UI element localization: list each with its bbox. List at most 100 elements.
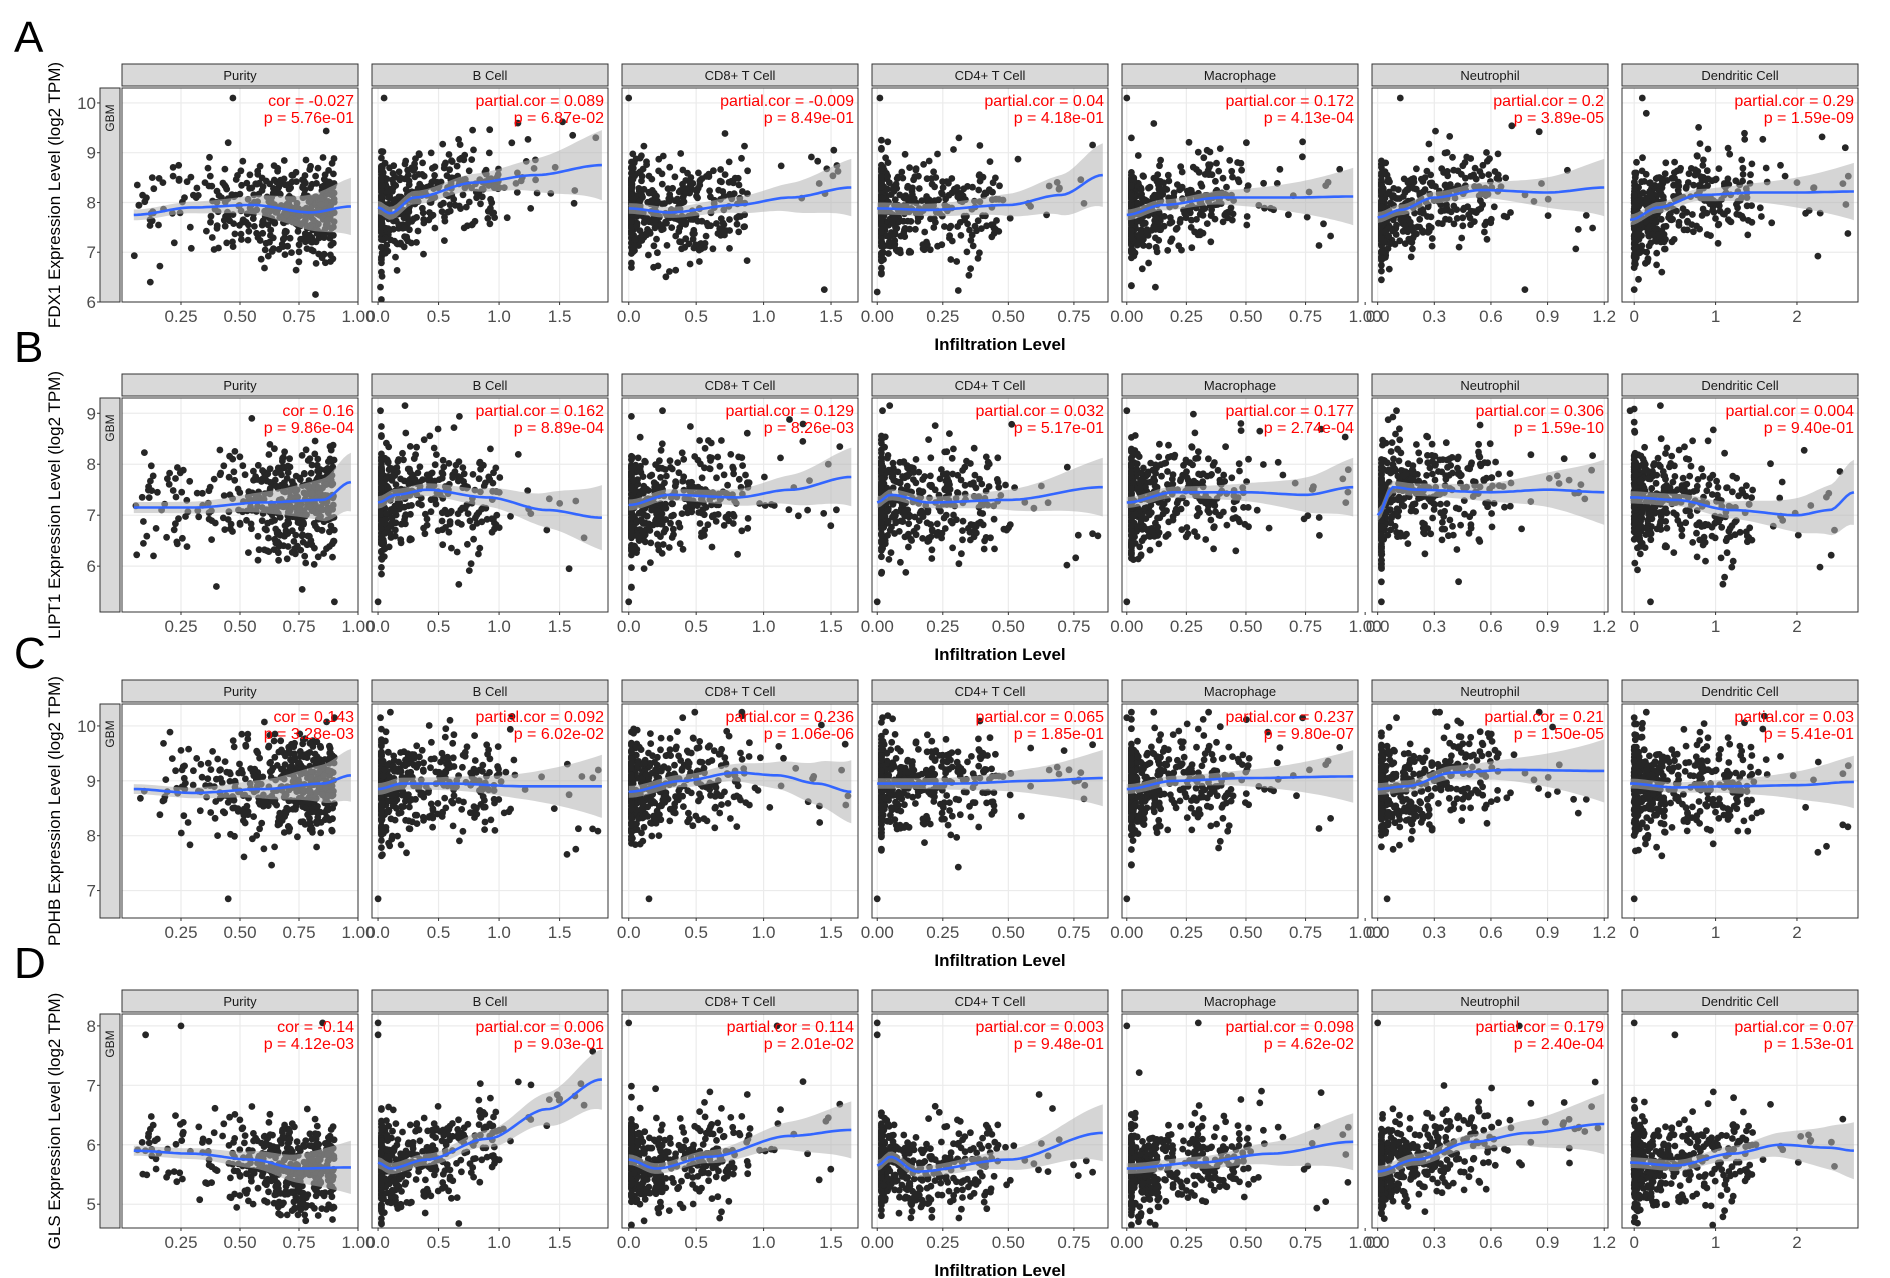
data-point bbox=[1684, 218, 1691, 226]
data-point bbox=[990, 515, 998, 523]
data-point bbox=[133, 551, 141, 559]
facet-strip bbox=[621, 373, 859, 397]
data-point bbox=[432, 500, 440, 508]
data-point bbox=[905, 197, 912, 205]
data-point bbox=[900, 217, 907, 225]
data-point bbox=[405, 208, 413, 216]
x-tick-label: 0.50 bbox=[1229, 307, 1262, 326]
data-point bbox=[1444, 172, 1452, 180]
data-point bbox=[633, 532, 641, 539]
data-point bbox=[720, 221, 728, 229]
data-point bbox=[383, 475, 390, 483]
data-point bbox=[714, 230, 722, 237]
data-point bbox=[483, 515, 491, 523]
data-point bbox=[439, 140, 447, 148]
data-point bbox=[1582, 212, 1590, 219]
data-point bbox=[643, 512, 651, 520]
facet-strip-label: Purity bbox=[223, 378, 257, 393]
data-point bbox=[1463, 153, 1471, 161]
data-point bbox=[284, 469, 292, 476]
data-point bbox=[292, 550, 299, 558]
data-point bbox=[133, 181, 141, 189]
data-point bbox=[1150, 120, 1158, 127]
data-point bbox=[647, 559, 654, 566]
data-point bbox=[651, 217, 659, 224]
data-point bbox=[1466, 214, 1474, 222]
stat-pvalue: p = 6.87e-02 bbox=[514, 110, 604, 127]
data-point bbox=[392, 253, 399, 261]
data-point bbox=[459, 191, 467, 199]
data-point bbox=[140, 540, 147, 547]
data-point bbox=[434, 527, 442, 534]
x-tick-label: 0.25 bbox=[1170, 307, 1203, 326]
data-point bbox=[1638, 178, 1645, 186]
data-point bbox=[927, 472, 934, 480]
data-point bbox=[883, 173, 891, 180]
data-point bbox=[918, 197, 926, 205]
data-point bbox=[255, 546, 263, 554]
data-point bbox=[378, 256, 385, 264]
data-point bbox=[270, 546, 278, 553]
data-point bbox=[326, 543, 333, 550]
data-point bbox=[1661, 170, 1669, 178]
data-point bbox=[1642, 109, 1650, 117]
y-tick-label: 9 bbox=[87, 404, 96, 423]
data-point bbox=[465, 198, 473, 206]
data-point bbox=[1128, 227, 1135, 235]
data-point bbox=[674, 195, 681, 203]
data-point bbox=[236, 453, 244, 461]
data-point bbox=[169, 487, 177, 494]
data-point bbox=[1502, 174, 1510, 182]
data-point bbox=[1738, 156, 1746, 164]
data-point bbox=[1704, 145, 1712, 153]
x-tick-label: 0.9 bbox=[1536, 307, 1560, 326]
data-point bbox=[697, 176, 704, 184]
data-point bbox=[1631, 203, 1638, 210]
x-tick-label: 1.5 bbox=[548, 307, 572, 326]
data-point bbox=[401, 516, 408, 524]
data-point bbox=[1700, 156, 1707, 164]
data-point bbox=[312, 522, 319, 530]
data-point bbox=[468, 156, 476, 164]
data-point bbox=[658, 180, 666, 188]
data-point bbox=[1638, 94, 1646, 102]
data-point bbox=[1739, 171, 1747, 178]
data-point bbox=[431, 461, 439, 469]
data-point bbox=[1188, 244, 1196, 252]
data-point bbox=[923, 175, 931, 183]
data-point bbox=[450, 195, 458, 203]
data-point bbox=[1427, 155, 1435, 163]
data-point bbox=[150, 185, 158, 193]
data-point bbox=[139, 191, 147, 199]
data-point bbox=[416, 463, 424, 471]
data-point bbox=[878, 228, 885, 236]
data-point bbox=[1759, 135, 1767, 143]
data-point bbox=[702, 232, 710, 240]
data-point bbox=[954, 471, 962, 479]
data-point bbox=[891, 242, 898, 250]
data-point bbox=[478, 505, 486, 513]
data-point bbox=[931, 183, 938, 191]
data-point bbox=[413, 239, 420, 246]
data-point bbox=[470, 146, 477, 154]
data-point bbox=[475, 550, 482, 558]
data-point bbox=[270, 176, 278, 184]
data-point bbox=[1409, 245, 1416, 253]
data-point bbox=[441, 217, 449, 225]
data-point bbox=[1768, 219, 1776, 227]
data-point bbox=[281, 234, 288, 242]
data-point bbox=[264, 519, 272, 527]
data-point bbox=[1416, 215, 1424, 223]
data-point bbox=[959, 536, 966, 544]
data-point bbox=[886, 238, 893, 246]
data-point bbox=[1446, 133, 1454, 140]
data-point bbox=[744, 515, 752, 522]
data-point bbox=[1661, 245, 1669, 253]
data-point bbox=[430, 444, 438, 452]
data-point bbox=[454, 510, 462, 518]
data-point bbox=[1646, 188, 1654, 195]
stat-pvalue: p = 8.26e-03 bbox=[764, 420, 854, 437]
data-point bbox=[1123, 94, 1131, 102]
data-point bbox=[205, 515, 213, 523]
data-point bbox=[668, 512, 675, 520]
